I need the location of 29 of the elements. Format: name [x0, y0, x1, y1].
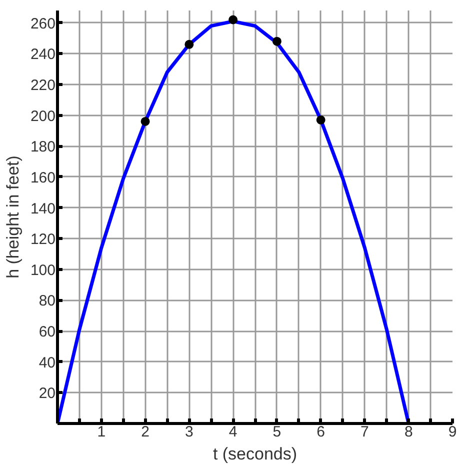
y-tick-label: 260 — [30, 15, 56, 32]
y-tick-label: 240 — [30, 46, 56, 64]
y-tick-label: 140 — [30, 200, 56, 218]
x-tick-label: 9 — [448, 424, 457, 440]
x-tick-label: 4 — [228, 424, 238, 440]
point — [228, 15, 238, 24]
y-tick-label: 220 — [30, 76, 56, 94]
y-tick-label: 120 — [30, 231, 56, 248]
x-tick-label: 5 — [272, 424, 282, 440]
y-tick-label: 200 — [30, 108, 56, 125]
x-tick-label: 2 — [141, 424, 150, 440]
y-tick-label: 40 — [38, 354, 56, 372]
y-tick-label: 60 — [38, 324, 56, 341]
y-tick-label: 20 — [38, 385, 56, 402]
x-tick-label: 1 — [97, 424, 106, 440]
y-tick-label: 100 — [30, 262, 56, 279]
x-tick-label: 8 — [404, 424, 413, 440]
x-tick-label: 7 — [360, 424, 369, 440]
x-tick-label: 3 — [184, 424, 194, 440]
y-tick-label: 160 — [30, 169, 56, 186]
point — [316, 115, 326, 124]
y-tick-label: 80 — [38, 292, 56, 310]
point — [272, 36, 282, 46]
x-tick-label: 6 — [316, 424, 326, 440]
point — [140, 116, 150, 126]
point — [184, 40, 194, 49]
y-tick-label: 180 — [30, 138, 56, 156]
x-axis-title: t (seconds) — [212, 444, 298, 464]
y-axis-title: h (height in feet) — [3, 156, 22, 278]
